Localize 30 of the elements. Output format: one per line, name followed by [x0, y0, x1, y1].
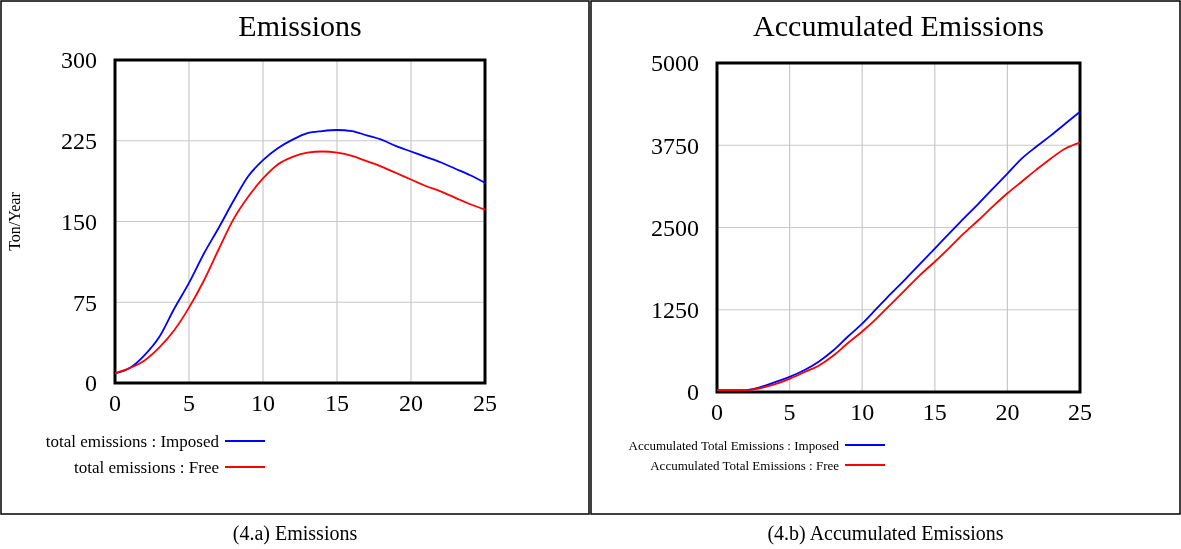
- x-tick-label: 5: [183, 390, 195, 416]
- x-tick-label: 0: [711, 399, 723, 425]
- legend-label: Accumulated Total Emissions : Imposed: [628, 437, 840, 453]
- x-tick-label: 10: [850, 399, 875, 425]
- chart-title: Accumulated Emissions: [753, 9, 1044, 42]
- x-tick-label: 25: [1068, 399, 1092, 425]
- y-tick-label: 5000: [651, 50, 699, 77]
- x-tick-label: 20: [399, 390, 423, 416]
- y-tick-label: 0: [85, 370, 97, 397]
- y-axis-title: Ton/Year: [6, 191, 23, 251]
- x-tick-label: 20: [995, 399, 1020, 425]
- x-tick-label: 5: [783, 399, 796, 425]
- y-tick-label: 3750: [651, 132, 699, 159]
- y-tick-label: 300: [61, 47, 97, 74]
- legend-label: total emissions : Imposed: [45, 431, 220, 451]
- x-tick-label: 0: [109, 390, 121, 416]
- y-tick-label: 75: [73, 289, 97, 316]
- y-tick-label: 2500: [651, 214, 699, 241]
- legend-label: total emissions : Free: [74, 457, 219, 477]
- y-tick-label: 150: [61, 208, 97, 235]
- text: (4.b) Accumulated Emissions: [767, 522, 1004, 545]
- text: (4.a) Emissions: [232, 522, 358, 545]
- x-tick-label: 15: [922, 399, 947, 425]
- chart-title: Emissions: [238, 9, 362, 42]
- y-tick-label: 225: [61, 128, 97, 155]
- legend-label: Accumulated Total Emissions : Free: [650, 457, 840, 473]
- x-tick-label: 25: [473, 390, 497, 416]
- x-tick-label: 15: [325, 390, 349, 416]
- x-tick-label: 10: [251, 390, 275, 416]
- y-tick-label: 1250: [651, 297, 699, 324]
